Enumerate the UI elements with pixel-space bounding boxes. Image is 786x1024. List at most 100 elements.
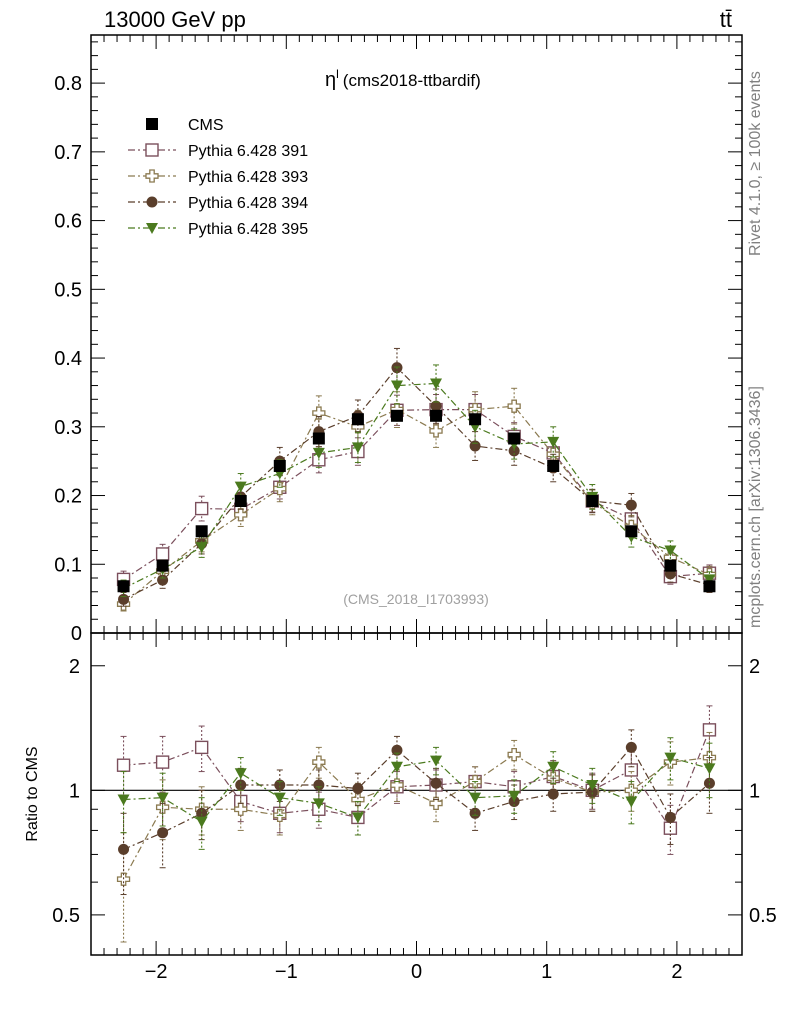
- main-point-cms: [273, 459, 286, 472]
- ratio-point-p394: [430, 777, 442, 789]
- legend-marker-p391: [145, 143, 159, 157]
- main-point-p394: [430, 400, 442, 412]
- main-point-cms: [547, 459, 560, 472]
- main-point-cms: [390, 409, 403, 422]
- x-tick-labels: −2 −1 0 1 2: [145, 961, 683, 983]
- ratio-point-p395: [195, 816, 208, 828]
- ratio-y-tick-labels: 0.5 0.5 1 1 2 2: [52, 656, 777, 927]
- main-line-p394: [123, 366, 710, 600]
- main-point-p395: [234, 481, 247, 493]
- legend-marker-cms: [146, 118, 158, 130]
- legend-label: CMS: [188, 117, 224, 134]
- ratio-point-p394: [196, 807, 208, 819]
- ratio-point-p394: [664, 811, 676, 823]
- y-tick-label: 0.2: [54, 486, 82, 508]
- main-point-cms: [117, 580, 130, 593]
- main-point-p391: [194, 501, 209, 516]
- ratio-point-p394: [118, 843, 130, 855]
- ratio-y-tick-label-right: 1: [749, 780, 760, 802]
- main-point-p393: [312, 406, 326, 420]
- main-point-p393: [507, 399, 521, 413]
- main-point-cms: [586, 495, 599, 508]
- main-point-cms: [195, 525, 208, 538]
- ratio-y-tick-label-left: 1: [69, 780, 80, 802]
- source-label: mcplots.cern.ch [arXiv:1306.3436]: [747, 386, 764, 628]
- main-point-cms: [469, 413, 482, 426]
- main-line-p391: [123, 409, 710, 580]
- x-tick-label: −1: [275, 961, 298, 983]
- ratio-point-p393: [507, 747, 521, 762]
- ratio-point-p395: [156, 792, 169, 804]
- main-point-p393: [429, 424, 443, 438]
- main-point-cms: [430, 409, 443, 422]
- ratio-point-p391: [155, 755, 170, 769]
- main-point-cms: [664, 559, 677, 572]
- ratio-point-p393: [429, 796, 443, 811]
- main-point-p394: [469, 440, 481, 452]
- ratio-point-p395: [234, 768, 247, 780]
- main-axis-ticks: [90, 35, 743, 634]
- process-label: tt̄: [720, 7, 732, 32]
- y-tick-label: 0.5: [54, 279, 82, 301]
- main-point-p395: [547, 436, 560, 448]
- legend-marker-p393: [145, 169, 159, 183]
- ratio-point-p391: [624, 763, 639, 777]
- ratio-point-p395: [703, 763, 716, 775]
- plot-title-superscript: l: [336, 67, 339, 81]
- main-line-p395: [123, 382, 710, 589]
- plot-title: ηl (cms2018-ttbardif): [325, 67, 481, 91]
- main-point-p395: [195, 542, 208, 554]
- rivet-label: Rivet 4.1.0, ≥ 100k events: [747, 71, 764, 256]
- ratio-point-p393: [312, 755, 326, 769]
- main-point-p395: [664, 545, 677, 557]
- legend-marker-p395: [146, 223, 158, 234]
- x-tick-label: 0: [411, 961, 422, 983]
- ratio-point-p395: [664, 752, 677, 764]
- main-point-p393: [234, 508, 248, 522]
- ratio-point-p394: [313, 779, 325, 791]
- y-tick-label: 0.4: [54, 348, 82, 370]
- main-y-tick-labels: 0 0.1 0.2 0.3 0.4 0.5 0.6 0.7 0.8: [54, 73, 82, 645]
- ratio-point-p395: [508, 790, 521, 802]
- main-point-cms: [234, 495, 247, 508]
- ratio-line-p394: [123, 746, 710, 850]
- ratio-point-p395: [390, 761, 403, 773]
- y-tick-label: 0.7: [54, 142, 82, 164]
- y-tick-label: 0.8: [54, 73, 82, 95]
- main-point-cms: [312, 432, 325, 445]
- ratio-y-tick-label-right: 2: [749, 656, 760, 678]
- main-plot: 0 0.1 0.2 0.3 0.4 0.5 0.6 0.7 0.8 ηl (cms2018-ttb…: [54, 34, 743, 645]
- main-point-p395: [430, 378, 443, 390]
- legend-item-p393: Pythia 6.428 393: [128, 169, 308, 186]
- main-point-cms: [703, 580, 716, 593]
- legend-label: Pythia 6.428 395: [188, 221, 308, 238]
- ratio-point-p394: [274, 779, 286, 791]
- main-point-p395: [351, 442, 364, 454]
- ratio-y-axis-label: Ratio to CMS: [24, 746, 41, 841]
- energy-label: 13000 GeV pp: [104, 7, 246, 32]
- ratio-plot-frame: [90, 632, 743, 956]
- legend-item-p394: Pythia 6.428 394: [128, 195, 308, 212]
- legend-item-p391: Pythia 6.428 391: [128, 143, 308, 160]
- y-tick-label: 0.3: [54, 417, 82, 439]
- ratio-point-p395: [430, 755, 443, 767]
- main-point-p395: [390, 380, 403, 392]
- main-point-cms: [625, 525, 638, 538]
- legend-label: Pythia 6.428 391: [188, 143, 308, 160]
- ratio-point-p393: [234, 802, 248, 816]
- ratio-point-p395: [351, 812, 364, 824]
- main-line-p393: [123, 405, 710, 605]
- ratio-point-p393: [390, 778, 404, 792]
- main-point-p395: [312, 447, 325, 459]
- y-tick-label: 0.1: [54, 554, 82, 576]
- ratio-point-p395: [547, 761, 560, 773]
- ratio-point-p394: [352, 783, 364, 795]
- ratio-point-p391: [116, 758, 131, 772]
- main-point-p395: [703, 574, 716, 586]
- ratio-point-p395: [625, 796, 638, 808]
- x-tick-label: 2: [671, 961, 682, 983]
- y-tick-label: 0: [71, 623, 82, 645]
- ratio-point-p391: [194, 740, 209, 755]
- x-tick-label: 1: [541, 961, 552, 983]
- main-point-p394: [118, 593, 130, 605]
